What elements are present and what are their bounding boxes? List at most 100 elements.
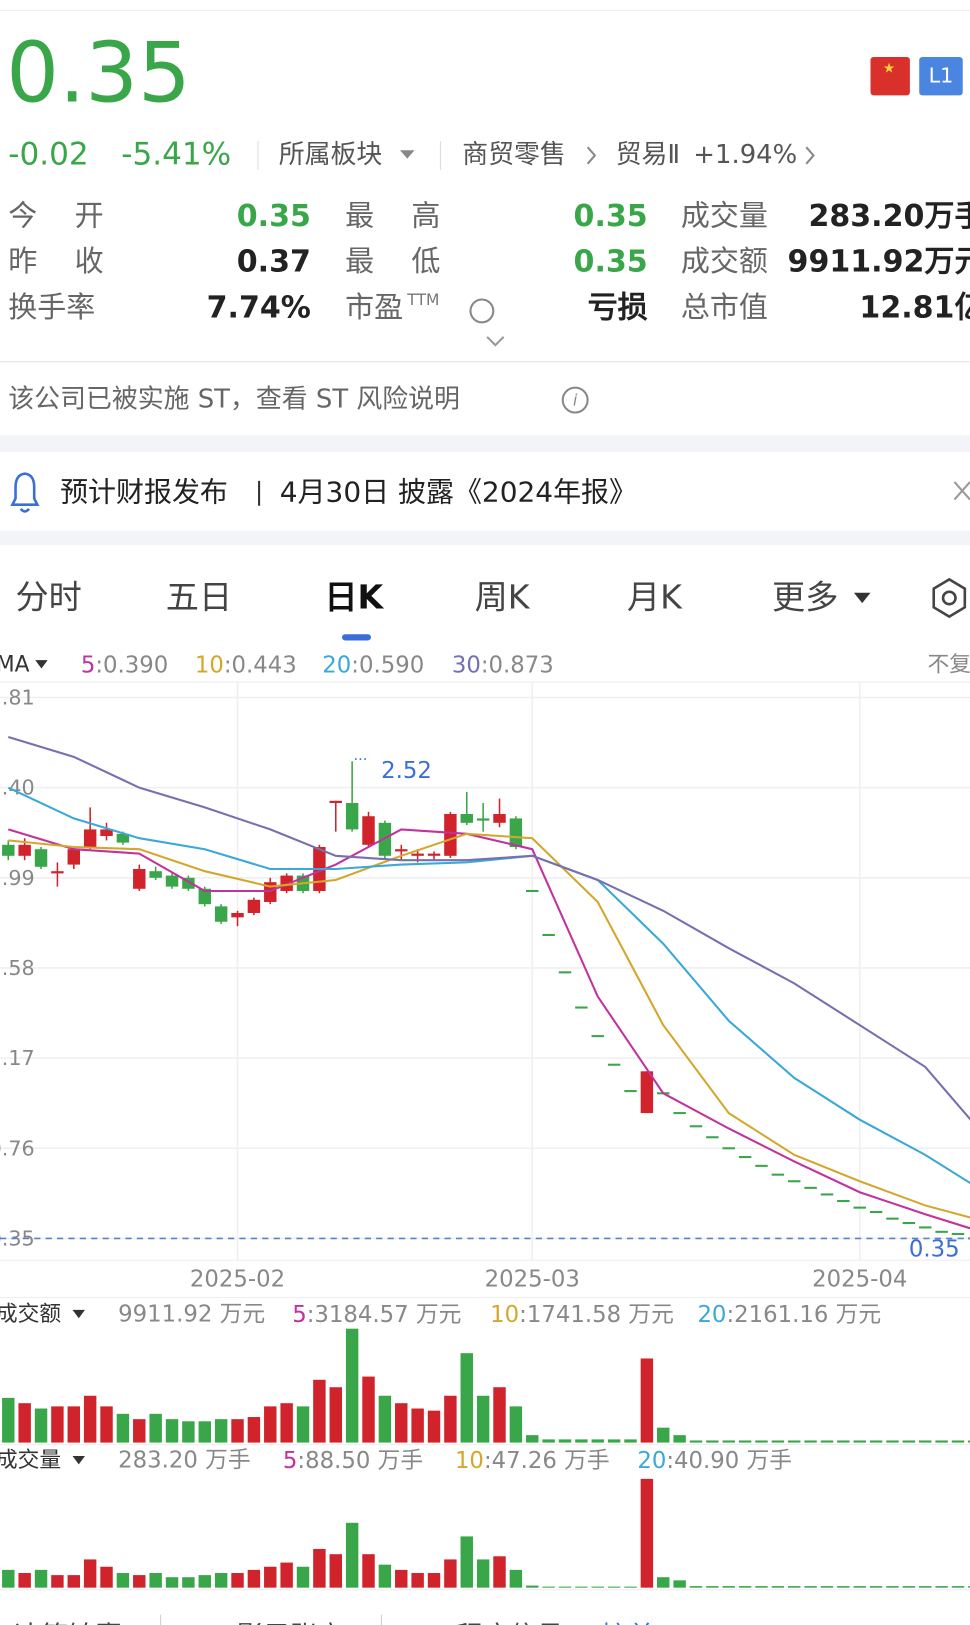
volume-bar	[476, 1395, 490, 1443]
legend-name: 10	[490, 1302, 519, 1328]
candle-body	[444, 814, 457, 856]
volume-bar	[296, 1406, 310, 1443]
y-tick-label: 2.81	[0, 686, 35, 710]
legend-entry: 20:2161.16 万元	[697, 1302, 881, 1328]
volume-bar	[657, 1427, 670, 1443]
volume-bar	[280, 1562, 293, 1588]
tab[interactable]: 五日	[166, 578, 232, 617]
candle-body	[689, 1125, 703, 1128]
nav-item[interactable]: 程序信号	[456, 1621, 564, 1625]
report-detail[interactable]: 4月30日 披露《2024年报》	[280, 475, 637, 508]
volume-bar	[345, 1328, 359, 1443]
volume-bar	[820, 1440, 834, 1443]
volume-bar	[526, 1435, 539, 1443]
volume-bar	[116, 1573, 130, 1588]
candle-body	[640, 1071, 654, 1114]
dropdown-icon	[72, 1456, 85, 1465]
volume-bar	[869, 1440, 883, 1443]
candle-body	[722, 1147, 735, 1150]
volume-bar	[34, 1408, 48, 1443]
industry[interactable]: 贸易Ⅱ	[616, 140, 681, 170]
settings-icon[interactable]	[932, 577, 967, 619]
nav-item[interactable]: 决策锦囊	[15, 1621, 123, 1625]
stat-value: 0.35	[574, 199, 648, 234]
volume-bar	[853, 1440, 866, 1443]
x-tick-label: 2025-02	[190, 1266, 285, 1292]
legend-name: 5	[81, 652, 96, 678]
tab[interactable]: 更多	[772, 578, 838, 617]
volume-bar	[591, 1439, 604, 1443]
dropdown-icon	[400, 150, 415, 159]
ma-line	[8, 832, 970, 1219]
panel-title[interactable]: 成交额	[0, 1302, 61, 1327]
nav-item[interactable]: 接单	[601, 1621, 655, 1625]
volume-bar	[951, 1440, 965, 1443]
volume-bar	[853, 1586, 866, 1588]
candle-body	[51, 871, 64, 874]
volume-bar	[689, 1440, 703, 1443]
legend-separator: :	[484, 1448, 492, 1474]
panel-title[interactable]: 成交量	[0, 1448, 61, 1473]
legend-entry: 5:3184.57 万元	[292, 1302, 461, 1328]
volume-bar	[100, 1566, 113, 1588]
volume-bar	[67, 1406, 81, 1443]
candle-body	[673, 1112, 686, 1115]
chevron	[586, 146, 597, 165]
legend-value: 0.390	[103, 652, 168, 678]
tab[interactable]: 月K	[627, 578, 683, 617]
adjust-mode[interactable]: 不复权	[928, 652, 970, 677]
volume-bar	[869, 1586, 883, 1588]
legend-value: 0.873	[489, 652, 554, 678]
candle-body	[951, 1232, 965, 1236]
close-icon[interactable]	[953, 481, 970, 501]
volume-bar	[820, 1586, 834, 1588]
expand-icon[interactable]	[486, 336, 505, 347]
volume-bar	[837, 1440, 850, 1443]
volume-bar	[133, 1575, 146, 1588]
candle-body	[149, 871, 162, 878]
volume-bar	[444, 1395, 457, 1443]
volume-bar	[804, 1440, 817, 1443]
volume-bar	[919, 1586, 932, 1588]
legend-value: 0.590	[359, 652, 424, 678]
tab[interactable]: 分时	[16, 578, 82, 617]
tab[interactable]: 周K	[475, 578, 531, 617]
volume-bar	[575, 1439, 588, 1443]
legend-entry: 10:0.443	[195, 652, 297, 678]
volume-bar	[18, 1573, 31, 1588]
candle-body	[2, 844, 15, 856]
band	[0, 530, 970, 546]
stat-label: 总市值	[681, 290, 768, 324]
tab[interactable]: 日K	[324, 578, 384, 617]
legend-value: 40.90 万手	[674, 1448, 792, 1474]
volume-bar	[247, 1569, 261, 1588]
candle-body	[100, 829, 113, 837]
legend-separator: :	[351, 652, 359, 678]
candle-body	[869, 1211, 883, 1214]
candle-body	[935, 1230, 948, 1233]
volume-bar	[673, 1580, 686, 1588]
bottom-nav: 决策锦囊 影子账户 程序信号 接单	[15, 1614, 655, 1625]
candle-body	[575, 1006, 588, 1009]
volume-bar	[706, 1440, 719, 1443]
legend-separator: :	[95, 652, 103, 678]
nav-item[interactable]: 影子账户	[236, 1621, 344, 1625]
legend-title[interactable]: MA	[0, 652, 30, 677]
volume-bar	[951, 1586, 965, 1588]
tab-indicator	[341, 634, 372, 641]
legend-name: 10	[455, 1448, 484, 1474]
legend-separator: :	[224, 652, 232, 678]
level-badge	[919, 57, 963, 96]
sector[interactable]: 商贸零售	[462, 140, 566, 170]
volume-bar	[624, 1586, 637, 1588]
hexagon	[932, 577, 967, 619]
candle-body	[182, 877, 195, 889]
volume-bar	[427, 1573, 441, 1588]
candle-body	[198, 888, 211, 905]
bell-clapper	[19, 507, 31, 513]
volume-bar	[542, 1439, 555, 1443]
st-notice[interactable]: 该公司已被实施 ST，查看 ST 风险说明	[8, 385, 460, 415]
